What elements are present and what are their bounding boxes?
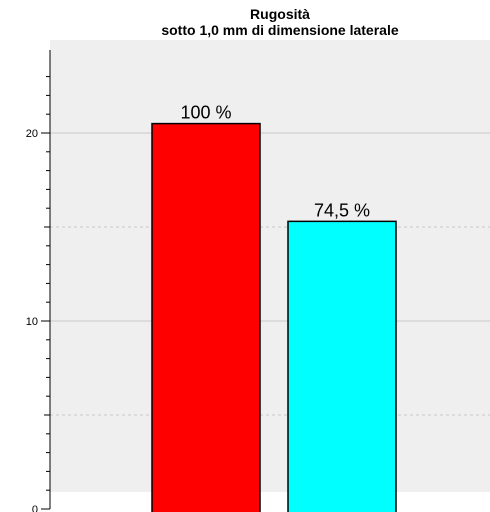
- plot-background: [50, 40, 490, 492]
- y-tick-label: 0: [32, 504, 38, 512]
- chart-subtitle: sotto 1,0 mm di dimensione laterale: [161, 22, 399, 38]
- bars: [151, 122, 397, 512]
- bar: [151, 122, 261, 512]
- data-labels: 100 % 74,5 %: [180, 103, 370, 221]
- bar-data-label: 74,5 %: [314, 200, 370, 220]
- y-axis-ticks: 0 10 20: [26, 76, 50, 512]
- chart-title: Rugosità: [250, 6, 310, 22]
- gridlines: [50, 132, 490, 416]
- bar-data-label: 100 %: [180, 103, 231, 123]
- y-tick-label: 10: [26, 316, 38, 328]
- y-tick-label: 20: [26, 128, 38, 140]
- bar: [287, 220, 397, 512]
